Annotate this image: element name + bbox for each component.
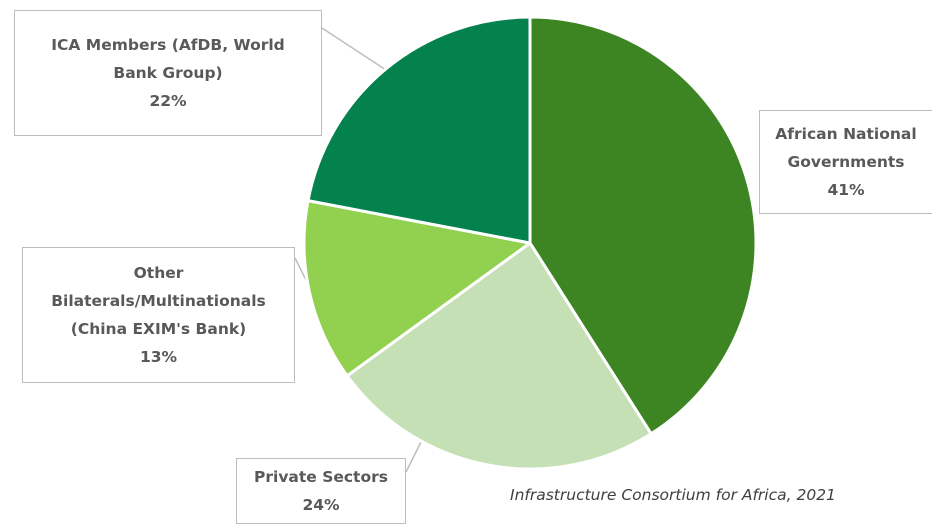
slice-label-line: (China EXIM's Bank) <box>70 320 247 338</box>
slice-label-line: Bank Group) <box>113 64 223 82</box>
slice-value-label: 22% <box>149 92 187 110</box>
callout-african-national-governments: African National Governments 41% <box>759 110 932 214</box>
pie-slices <box>302 15 758 471</box>
leader-line <box>405 437 424 473</box>
slice-label-line: Private Sectors <box>254 468 388 486</box>
slice-value-label: 24% <box>302 496 340 514</box>
slice-value-label: 41% <box>827 181 865 199</box>
callout-other-bilaterals: Other Bilaterals/Multinationals (China E… <box>22 247 295 383</box>
callout-private-sectors: Private Sectors 24% <box>236 458 406 524</box>
slice-label-line: Governments <box>787 153 905 171</box>
leader-lines <box>294 27 424 473</box>
chart-source-note: Infrastructure Consortium for Africa, 20… <box>510 486 836 504</box>
leader-line <box>294 257 307 281</box>
pie-slice-ica-members <box>306 15 532 245</box>
pie-slice-other-bilaterals <box>302 199 532 378</box>
slice-label-line: Other <box>133 264 184 282</box>
callout-ica-members: ICA Members (AfDB, World Bank Group) 22% <box>14 10 322 136</box>
slice-label-line: ICA Members (AfDB, World <box>51 36 285 54</box>
slice-label-line: African National <box>775 125 917 143</box>
slice-value-label: 13% <box>139 348 178 366</box>
slice-label-line: Bilaterals/Multinationals <box>51 292 266 310</box>
pie-slice-private-sectors <box>345 241 653 471</box>
leader-line <box>321 27 387 71</box>
